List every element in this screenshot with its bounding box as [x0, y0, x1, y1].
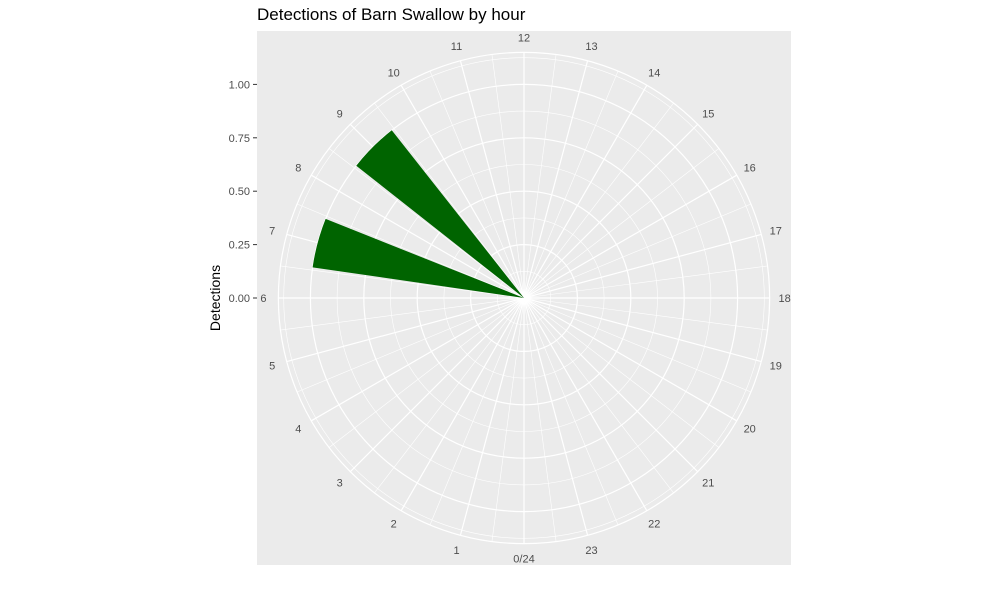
- major-radial-gridline: [523, 297, 699, 473]
- y-axis: 0.00 0.25 0.50 0.75 1.00: [229, 79, 257, 305]
- major-radial-gridline: [286, 297, 525, 363]
- hour-label: 8: [295, 163, 301, 175]
- major-radial-gridline: [523, 123, 699, 299]
- minor-radial-gridline: [523, 265, 768, 299]
- minor-radial-gridline: [523, 102, 674, 299]
- minor-radial-gridline: [523, 297, 557, 542]
- y-axis-label: Detections: [207, 265, 223, 331]
- major-radial-gridline: [459, 297, 525, 536]
- hour-label: 1: [453, 545, 459, 557]
- major-radial-gridline: [523, 60, 589, 299]
- hour-label: 15: [702, 109, 714, 121]
- hour-label: 10: [388, 67, 400, 79]
- major-radial-gridline: [523, 297, 738, 422]
- minor-radial-gridline: [523, 54, 557, 299]
- hour-label: 20: [744, 423, 756, 435]
- major-radial-gridline: [523, 297, 589, 536]
- minor-radial-gridline: [523, 70, 619, 299]
- minor-radial-gridline: [523, 203, 752, 299]
- y-tick-label: 1.00: [229, 79, 250, 91]
- minor-radial-gridline: [491, 297, 525, 542]
- bar-hour-7: [312, 218, 524, 298]
- hour-label: 23: [585, 545, 597, 557]
- hour-label: 17: [770, 226, 782, 238]
- hour-label: 19: [770, 361, 782, 373]
- hour-label: 12: [518, 32, 530, 44]
- major-radial-gridline: [523, 297, 762, 363]
- hour-labels: 0/24123456789101112131415161718192021222…: [260, 32, 790, 565]
- hour-label: 11: [451, 41, 462, 53]
- major-radial-gridline: [400, 84, 525, 299]
- major-gridlines: [277, 51, 771, 545]
- hour-label: 0/24: [513, 554, 534, 566]
- y-tick-label: 0.50: [229, 186, 250, 198]
- y-tick-label: 0.75: [229, 133, 250, 145]
- minor-radial-gridline: [296, 297, 525, 393]
- minor-radial-gridline: [523, 297, 674, 494]
- minor-radial-gridline: [523, 297, 720, 448]
- minor-radial-gridline: [296, 203, 525, 299]
- minor-radial-gridline: [491, 54, 525, 299]
- hour-label: 4: [295, 423, 301, 435]
- bar-hour-9: [356, 130, 524, 298]
- minor-radial-gridline: [374, 102, 525, 299]
- hour-label: 21: [702, 477, 714, 489]
- minor-radial-gridline: [523, 148, 720, 299]
- minor-radial-gridline: [374, 297, 525, 494]
- y-tick-label: 0.00: [229, 293, 250, 305]
- minor-radial-gridline: [280, 297, 525, 331]
- major-radial-gridline: [523, 174, 738, 299]
- minor-radial-gridline: [280, 265, 525, 299]
- hour-label: 13: [585, 41, 597, 53]
- hour-label: 7: [269, 226, 275, 238]
- hour-label: 3: [337, 477, 343, 489]
- hour-label: 16: [744, 163, 756, 175]
- minor-radial-gridline: [523, 297, 752, 393]
- major-radial-gridline: [459, 60, 525, 299]
- bars: [312, 130, 524, 298]
- minor-radial-gridline: [328, 297, 525, 448]
- major-radial-gridline: [523, 84, 648, 299]
- hour-label: 22: [648, 519, 660, 531]
- minor-radial-gridline: [429, 70, 525, 299]
- major-radial-gridline: [310, 297, 525, 422]
- minor-radial-gridline: [328, 148, 525, 299]
- major-radial-gridline: [523, 233, 762, 299]
- hour-label: 9: [337, 109, 343, 121]
- major-radial-gridline: [310, 174, 525, 299]
- major-radial-gridline: [400, 297, 525, 512]
- hour-label: 18: [778, 293, 790, 305]
- hour-label: 14: [648, 67, 660, 79]
- major-radial-gridline: [349, 297, 525, 473]
- minor-radial-gridline: [523, 297, 619, 526]
- major-radial-gridline: [523, 297, 648, 512]
- hour-label: 6: [260, 293, 266, 305]
- hour-label: 5: [269, 361, 275, 373]
- hour-label: 2: [391, 519, 397, 531]
- chart-title: Detections of Barn Swallow by hour: [257, 5, 526, 24]
- minor-radial-gridline: [429, 297, 525, 526]
- minor-radial-gridline: [523, 297, 768, 331]
- y-tick-label: 0.25: [229, 240, 250, 252]
